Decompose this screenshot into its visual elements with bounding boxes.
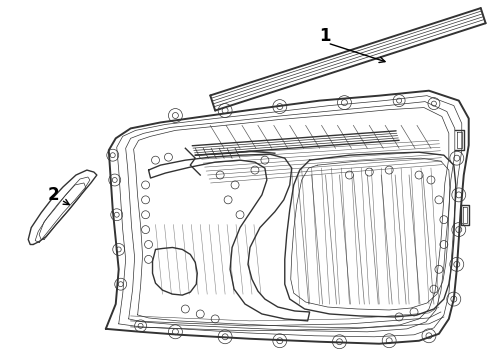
Text: 1: 1 [319, 27, 330, 45]
Text: 2: 2 [47, 186, 59, 204]
